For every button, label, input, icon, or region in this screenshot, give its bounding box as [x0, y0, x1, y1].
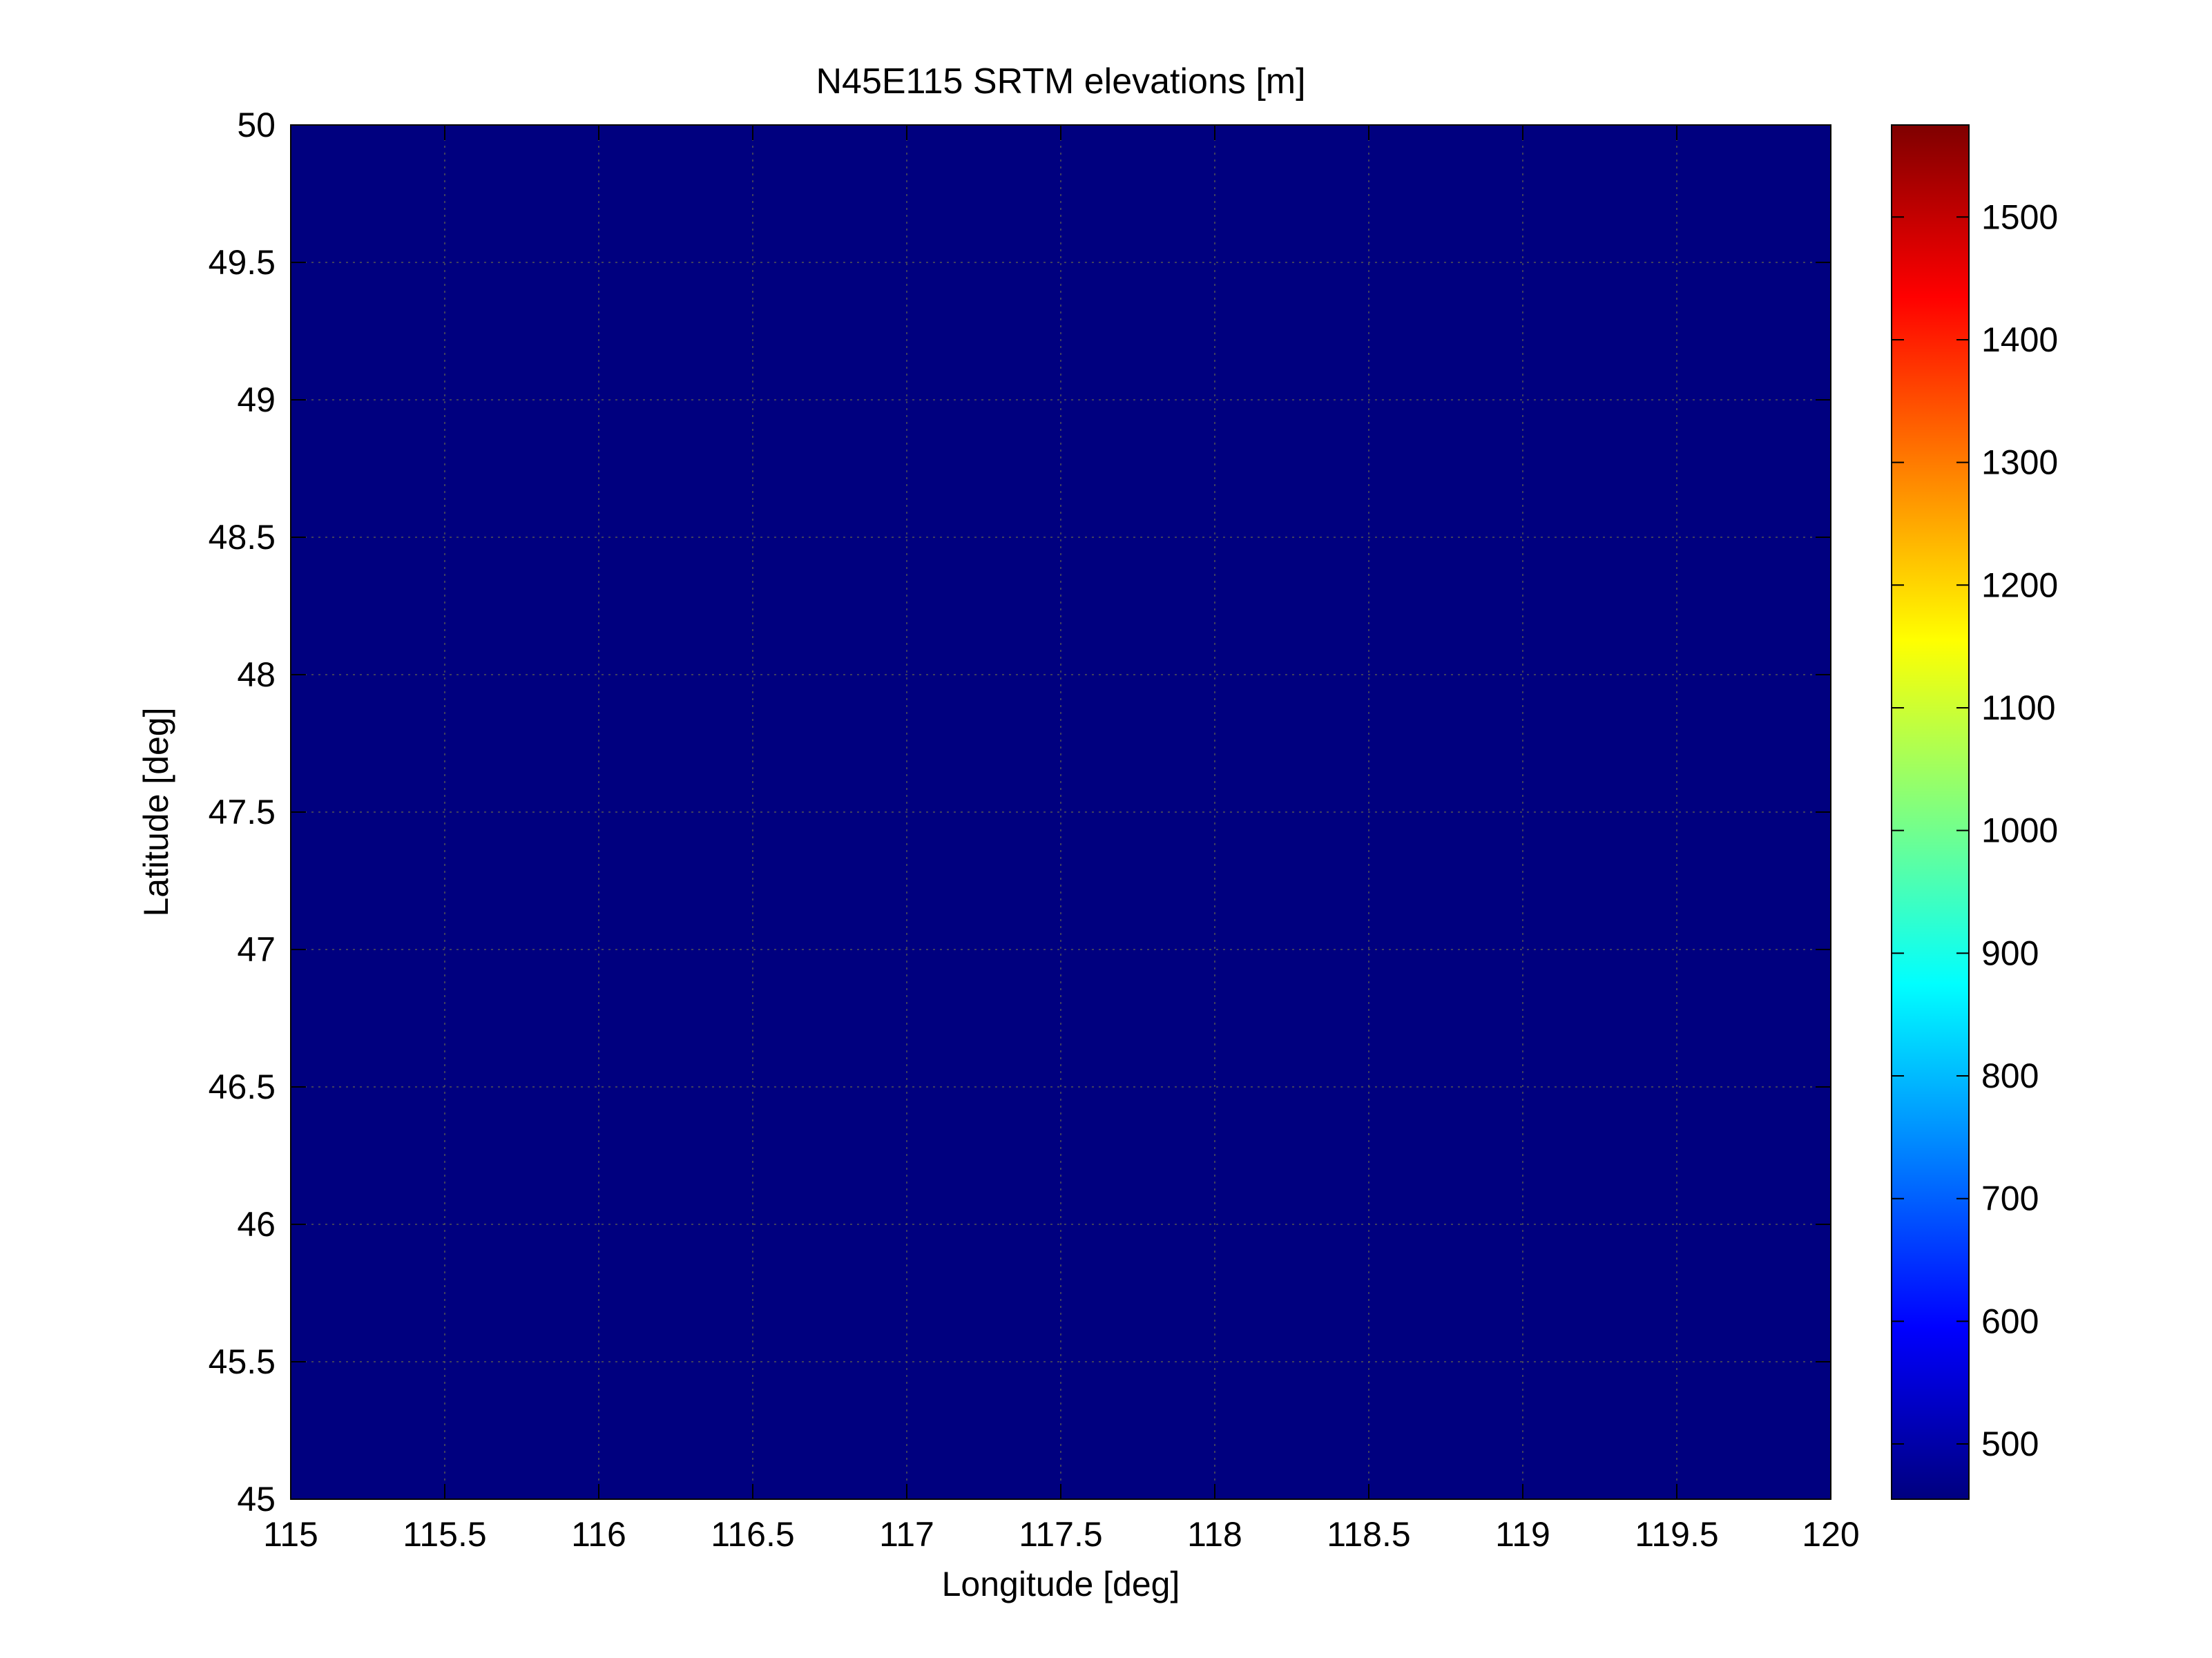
elevation-region	[1153, 976, 1769, 1362]
x-tick-label: 120	[1802, 1515, 1859, 1554]
elevation-region	[291, 262, 753, 648]
y-tick-label: 45.5	[209, 1342, 276, 1381]
grid-lines	[291, 125, 1831, 1499]
x-tick-label: 118	[1187, 1515, 1242, 1554]
y-axis: 45 45.5 46 46.5 47 47.5 48 48.5 49 49.5 50	[209, 106, 1831, 1519]
colorbar-tick-label: 600	[1981, 1302, 2039, 1340]
y-tick-label: 48.5	[209, 518, 276, 557]
x-tick-label: 118.5	[1327, 1515, 1410, 1554]
y-tick-label: 49.5	[209, 243, 276, 282]
x-tick-label: 119	[1495, 1515, 1550, 1554]
y-axis-title: Latitude [deg]	[137, 707, 175, 916]
x-tick-label: 117.5	[1019, 1515, 1102, 1554]
x-tick-label: 116.5	[711, 1515, 794, 1554]
y-tick-label: 49	[237, 380, 276, 419]
elevation-region	[1369, 125, 1831, 400]
x-tick-label: 115	[263, 1515, 318, 1554]
y-tick-label: 50	[237, 106, 276, 144]
y-tick-label: 48	[237, 655, 276, 694]
colorbar-tick-label: 700	[1981, 1179, 2039, 1218]
colorbar-tick-label: 1300	[1981, 443, 2058, 482]
colorbar-tick-label: 900	[1981, 934, 2039, 972]
elevation-region	[291, 743, 568, 1046]
colorbar	[1891, 124, 1970, 1500]
chart-title: N45E115 SRTM elevations [m]	[816, 61, 1305, 102]
colorbar-tick-label: 1200	[1981, 566, 2058, 604]
colorbar-tick-label: 500	[1981, 1425, 2039, 1463]
elevation-region	[414, 1224, 907, 1499]
colorbar-ticks: 500 600 700 800 900 1000 1100 1200 1300 1400 1500	[1892, 197, 2058, 1463]
x-axis: 115 115.5 116 116.5 117 117.5 118 118.5 119 119.5…	[263, 125, 1860, 1554]
colorbar-tick-label: 1000	[1981, 811, 2058, 850]
colorbar-tick-label: 1400	[1981, 320, 2058, 359]
colorbar-tick-label: 1100	[1981, 688, 2056, 727]
elevation-region	[1338, 345, 1831, 675]
elevation-region	[537, 125, 1215, 345]
x-tick-label: 119.5	[1635, 1515, 1718, 1554]
x-tick-label: 117	[879, 1515, 934, 1554]
elevation-blobs	[291, 125, 1831, 1499]
y-tick-label: 45	[237, 1480, 276, 1519]
x-tick-label: 115.5	[403, 1515, 486, 1554]
x-axis-title: Longitude [deg]	[942, 1565, 1180, 1603]
colorbar-tick-label: 800	[1981, 1057, 2039, 1095]
y-tick-label: 46	[237, 1205, 276, 1244]
x-tick-label: 116	[571, 1515, 626, 1554]
y-tick-label: 46.5	[209, 1068, 276, 1106]
elevation-region	[383, 537, 1184, 977]
y-tick-label: 47.5	[209, 793, 276, 831]
elevation-map	[291, 125, 1831, 1499]
y-tick-label: 47	[237, 930, 276, 969]
colorbar-tick-label: 1500	[1981, 197, 2058, 236]
